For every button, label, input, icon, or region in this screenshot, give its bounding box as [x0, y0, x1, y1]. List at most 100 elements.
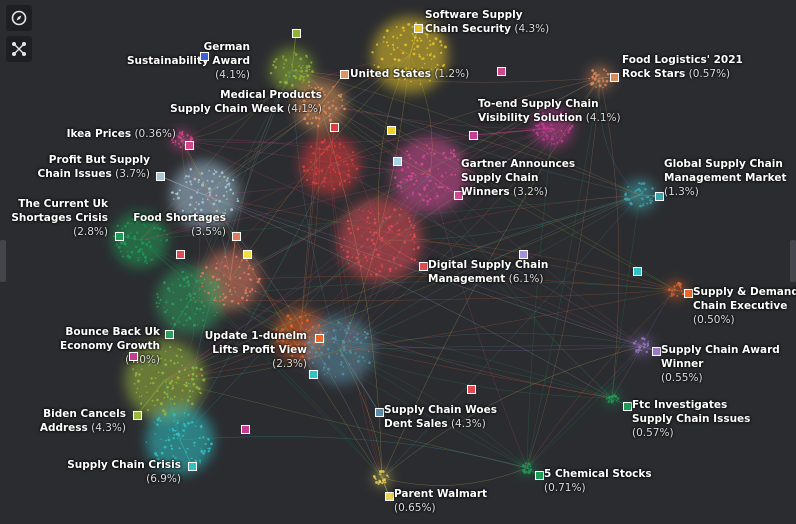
cluster-label-woes[interactable]: Supply Chain Woes Dent Sales (4.3%) — [384, 403, 497, 431]
cluster-marker-biden[interactable] — [133, 411, 142, 420]
cluster-label-food_short[interactable]: Food Shortages (3.5%) — [133, 211, 226, 239]
cluster-marker-global[interactable] — [655, 192, 664, 201]
cluster-marker-medical[interactable] — [330, 123, 339, 132]
cluster-marker-uk_short[interactable] — [115, 232, 124, 241]
cluster-marker-demand[interactable] — [684, 289, 693, 298]
cluster-leader — [319, 73, 345, 106]
cluster-marker[interactable] — [633, 267, 642, 276]
cluster-node — [602, 86, 604, 89]
cluster-node — [543, 120, 546, 123]
cluster-node — [281, 339, 285, 343]
cluster-node — [384, 481, 387, 484]
cluster-node — [202, 324, 205, 327]
cluster-node — [317, 86, 320, 88]
cluster-marker-food_logistics[interactable] — [610, 73, 619, 82]
cluster-marker[interactable] — [467, 385, 476, 394]
cluster-marker[interactable] — [129, 352, 138, 361]
cluster-node — [380, 236, 384, 240]
network-layout-button[interactable] — [6, 36, 32, 62]
cluster-node — [428, 79, 431, 82]
cluster-marker-ikea[interactable] — [185, 141, 194, 150]
cluster-node — [178, 143, 181, 145]
cluster-label-gartner[interactable]: Gartner Announces Supply Chain Winners (3.… — [461, 157, 575, 199]
cluster-node — [334, 376, 337, 378]
cluster-marker-software[interactable] — [414, 24, 423, 33]
cluster-marker-award[interactable] — [652, 347, 661, 356]
cluster-marker-chemical[interactable] — [535, 471, 544, 480]
cluster-marker-walmart[interactable] — [385, 492, 394, 501]
cluster-node — [396, 37, 399, 40]
cluster-node — [605, 70, 607, 72]
cluster-label-profit_but[interactable]: Profit But Supply Chain Issues (3.7%) — [38, 153, 150, 181]
cluster-marker-ftc[interactable] — [623, 402, 632, 411]
cluster-node — [182, 136, 185, 138]
cluster-label-crisis[interactable]: Supply Chain Crisis (6.9%) — [67, 458, 181, 486]
cluster-node — [326, 332, 328, 334]
cluster-marker[interactable] — [519, 250, 528, 259]
cluster-label-german[interactable]: German Sustainability Award (4.1%) — [127, 40, 250, 82]
cluster-node — [200, 275, 203, 278]
cluster-label-global[interactable]: Global Supply Chain Management Market (1.… — [664, 157, 787, 199]
cluster-marker[interactable] — [241, 425, 250, 434]
cluster-label-demand[interactable]: Supply & Demand Chain Executive (0.50%) — [693, 285, 796, 327]
right-panel-handle[interactable] — [790, 240, 796, 282]
cluster-marker-woes[interactable] — [375, 408, 384, 417]
cluster-node — [375, 231, 378, 234]
cluster-marker[interactable] — [176, 250, 185, 259]
cluster-node — [170, 323, 172, 325]
cluster-marker-bounce[interactable] — [165, 330, 174, 339]
cluster-label-ikea[interactable]: Ikea Prices (0.36%) — [67, 127, 176, 141]
cluster-node — [244, 289, 247, 292]
cluster-marker[interactable] — [387, 126, 396, 135]
cluster-node — [301, 355, 305, 358]
cluster-marker-gartner[interactable] — [454, 191, 463, 200]
cluster-node — [306, 74, 310, 78]
cluster-label-us[interactable]: United States (1.2%) — [350, 67, 469, 81]
cluster-label-software[interactable]: Software Supply Chain Security (4.3%) — [425, 8, 549, 36]
cluster-label-bounce[interactable]: Bounce Back Uk Economy Growth (4.0%) — [60, 325, 160, 367]
cluster-marker-food_short[interactable] — [232, 232, 241, 241]
cluster-marker-update[interactable] — [315, 334, 324, 343]
cluster-marker-digital[interactable] — [419, 262, 428, 271]
cluster-node — [226, 198, 228, 200]
cluster-node — [333, 341, 336, 344]
cluster-label-medical[interactable]: Medical Products Supply Chain Week (4.1%) — [170, 88, 322, 116]
cluster-label-ftc[interactable]: Ftc Investigates Supply Chain Issues (0.57… — [632, 398, 750, 440]
cluster-node — [327, 354, 331, 358]
cluster-marker[interactable] — [393, 157, 402, 166]
compass-button[interactable] — [6, 5, 32, 31]
cluster-marker[interactable] — [497, 67, 506, 76]
cluster-node — [306, 169, 310, 172]
cluster-marker-german[interactable] — [292, 29, 301, 38]
cluster-label-award[interactable]: Supply Chain Award Winner (0.55%) — [661, 343, 780, 385]
cluster-node — [411, 39, 413, 42]
cluster-label-walmart[interactable]: Parent Walmart (0.65%) — [394, 487, 487, 515]
cluster-marker[interactable] — [243, 250, 252, 259]
cluster-marker-crisis[interactable] — [188, 462, 197, 471]
cluster-node — [146, 409, 149, 411]
cluster-node — [353, 336, 356, 339]
cluster-label-update[interactable]: Update 1-dunelm Lifts Profit View (2.3%) — [205, 329, 307, 371]
cluster-node — [410, 174, 414, 178]
cluster-marker-to_end[interactable] — [469, 131, 478, 140]
cluster-label-to_end[interactable]: To-end Supply Chain Visibility Solution (… — [478, 97, 621, 125]
cluster-node — [207, 450, 210, 453]
cluster-node — [430, 52, 432, 55]
cluster-node — [646, 202, 649, 205]
cluster-marker-profit_but[interactable] — [156, 172, 165, 181]
cluster-marker-us[interactable] — [340, 70, 349, 79]
cluster-node — [158, 227, 162, 231]
cluster-node — [441, 174, 443, 177]
cluster-label-chemical[interactable]: 5 Chemical Stocks (0.71%) — [544, 467, 652, 495]
cluster-marker[interactable] — [200, 52, 209, 61]
cluster-label-biden[interactable]: Biden Cancels Address (4.3%) — [40, 407, 126, 435]
cluster-marker[interactable] — [309, 370, 318, 379]
cluster-node — [335, 330, 337, 332]
cluster-label-food_logistics[interactable]: Food Logistics' 2021 Rock Stars (0.57%) — [622, 53, 743, 81]
cluster-edge — [229, 279, 301, 336]
left-panel-handle[interactable] — [0, 240, 6, 282]
cluster-label-uk_short[interactable]: The Current Uk Shortages Crisis (2.8%) — [11, 197, 108, 239]
cluster-label-digital[interactable]: Digital Supply Chain Management (6.1%) — [428, 258, 548, 286]
cluster-node — [303, 169, 306, 173]
